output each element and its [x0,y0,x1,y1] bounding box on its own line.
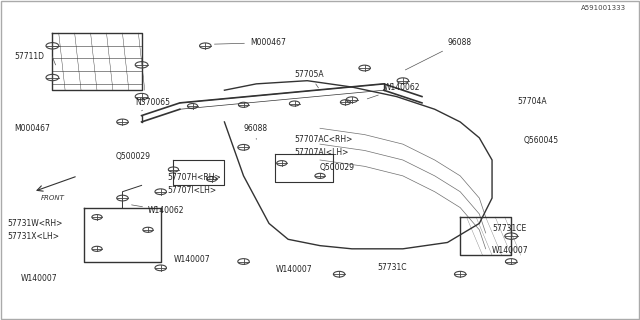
Text: W140007: W140007 [275,265,312,274]
Text: 57707I<LH>: 57707I<LH> [167,186,216,195]
Text: 57707H<RH>: 57707H<RH> [167,173,221,182]
Text: 57731X<LH>: 57731X<LH> [8,232,60,241]
Text: W140007: W140007 [173,255,210,264]
Text: N370065: N370065 [135,99,170,111]
Text: 57707AI<LH>: 57707AI<LH> [294,148,349,156]
Text: 57731C: 57731C [378,263,407,272]
Text: 57707AC<RH>: 57707AC<RH> [294,135,353,144]
Text: Q500029: Q500029 [116,152,151,161]
Text: A591001333: A591001333 [580,5,626,11]
Text: 57731W<RH>: 57731W<RH> [8,219,63,228]
Text: M000467: M000467 [214,38,286,47]
Text: W140007: W140007 [20,275,57,284]
Text: W140062: W140062 [132,205,184,215]
Text: W140007: W140007 [492,246,529,255]
Text: W140062: W140062 [367,83,420,99]
Text: 96088: 96088 [405,38,472,70]
Text: 57705A: 57705A [294,70,324,88]
Text: Q500029: Q500029 [320,164,355,172]
Text: M000467: M000467 [14,124,50,133]
Text: Q560045: Q560045 [524,136,559,146]
Text: 96088: 96088 [244,124,268,140]
Text: 57711D: 57711D [14,52,44,61]
Text: FRONT: FRONT [40,195,64,201]
Text: 57704A: 57704A [518,97,547,106]
Text: 57731CE: 57731CE [492,224,526,233]
